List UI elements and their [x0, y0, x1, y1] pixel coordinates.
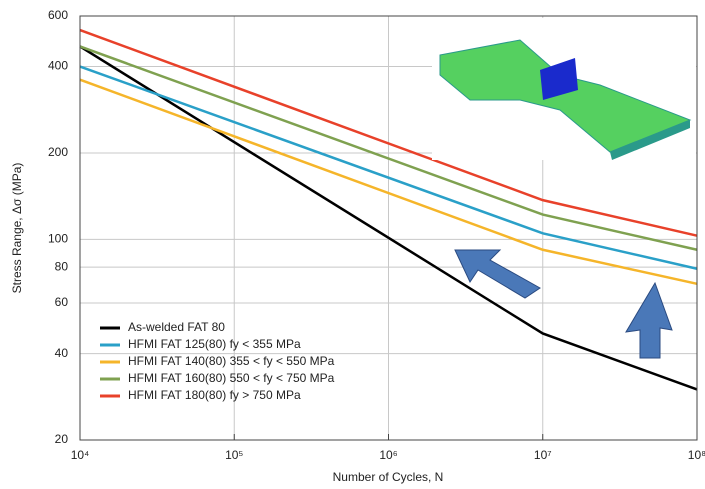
legend-label: HFMI FAT 125(80) fy < 355 MPa — [128, 337, 301, 351]
y-tick-label: 60 — [55, 295, 69, 309]
legend-label: HFMI FAT 140(80) 355 < fy < 550 MPa — [128, 354, 335, 368]
x-tick-label: 10⁶ — [379, 448, 397, 462]
y-tick-label: 80 — [55, 259, 69, 273]
y-tick-label: 400 — [48, 59, 68, 73]
chart: Number of Cycles, N Stress Range, Δσ (MP… — [0, 0, 705, 489]
y-tick-label: 100 — [48, 232, 68, 246]
x-tick-label: 10⁸ — [688, 448, 705, 462]
y-tick-label: 200 — [48, 145, 68, 159]
fea-inset — [432, 18, 696, 160]
x-tick-label: 10⁵ — [225, 448, 243, 462]
legend-label: As-welded FAT 80 — [128, 320, 225, 334]
legend-label: HFMI FAT 180(80) fy > 750 MPa — [128, 388, 301, 402]
y-tick-label: 40 — [55, 346, 69, 360]
x-axis-label: Number of Cycles, N — [333, 470, 444, 484]
y-tick-label: 20 — [55, 432, 69, 446]
legend-label: HFMI FAT 160(80) 550 < fy < 750 MPa — [128, 371, 335, 385]
y-axis-label: Stress Range, Δσ (MPa) — [10, 163, 24, 294]
x-tick-label: 10⁴ — [71, 448, 90, 462]
x-tick-label: 10⁷ — [534, 448, 552, 462]
y-tick-label: 600 — [48, 8, 68, 22]
